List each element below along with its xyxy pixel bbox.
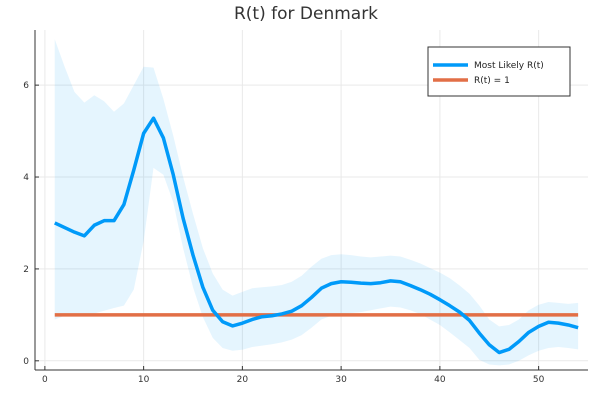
x-tick-label: 20	[237, 375, 249, 385]
y-tick-label: 2	[23, 265, 29, 275]
y-tick-label: 6	[23, 81, 29, 91]
confidence-band-area	[54, 39, 579, 366]
x-tick-label: 50	[533, 375, 545, 385]
y-tick-label: 4	[23, 173, 29, 183]
axes	[34, 30, 588, 371]
confidence-band	[54, 39, 579, 366]
series-lines	[54, 116, 579, 355]
x-tick-label: 30	[335, 375, 347, 385]
x-tick-label: 0	[42, 375, 48, 385]
legend: Most Likely R(t) R(t) = 1	[427, 46, 571, 97]
legend-label: R(t) = 1	[474, 76, 510, 86]
series-line	[54, 116, 579, 355]
legend-label: Most Likely R(t)	[474, 61, 544, 71]
y-tick-label: 0	[23, 357, 29, 367]
x-tick-label: 40	[434, 375, 446, 385]
chart-title: R(t) for Denmark	[234, 4, 378, 24]
x-tick-label: 10	[138, 375, 150, 385]
legend-box	[427, 46, 571, 97]
tick-labels: 0 10 20 30 40 50 0 2 4 6	[23, 81, 544, 385]
